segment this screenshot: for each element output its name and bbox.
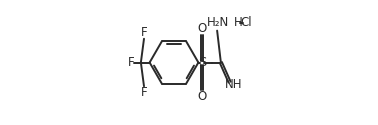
Text: F: F xyxy=(141,26,147,39)
Text: F: F xyxy=(127,56,134,69)
Text: O: O xyxy=(197,22,207,35)
Text: F: F xyxy=(141,86,147,99)
Text: S: S xyxy=(198,56,206,69)
Text: H: H xyxy=(234,16,243,29)
Text: H₂N: H₂N xyxy=(207,16,229,29)
Text: NH: NH xyxy=(225,78,243,92)
Text: Cl: Cl xyxy=(240,16,252,29)
Text: O: O xyxy=(197,90,207,103)
